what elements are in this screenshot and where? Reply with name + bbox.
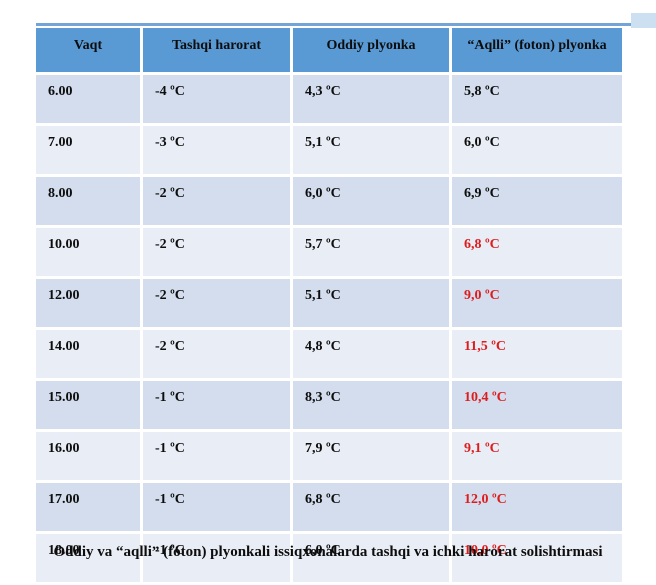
table-header-row: Vaqt Tashqi harorat Oddiy plyonka “Aqlli… <box>36 28 622 72</box>
col-header-vaqt: Vaqt <box>36 28 140 72</box>
table-row: 16.00 -1 ºC 7,9 ºC 9,1 ºC <box>36 432 622 480</box>
cell-outdoor-temp: -1 ºC <box>143 534 290 582</box>
cell-smart-film-temp: 12,0 ºC <box>452 483 622 531</box>
table-row: 14.00 -2 ºC 4,8 ºC 11,5 ºC <box>36 330 622 378</box>
table-row: 6.00 -4 ºC 4,3 ºC 5,8 ºC <box>36 75 622 123</box>
cell-outdoor-temp: -1 ºC <box>143 432 290 480</box>
cell-outdoor-temp: -2 ºC <box>143 279 290 327</box>
cell-time: 16.00 <box>36 432 140 480</box>
cell-time: 7.00 <box>36 126 140 174</box>
cell-outdoor-temp: -3 ºC <box>143 126 290 174</box>
cell-ordinary-film-temp: 5,7 ºC <box>293 228 449 276</box>
cell-time: 6.00 <box>36 75 140 123</box>
cell-smart-film-temp: 10,0 ºC <box>452 534 622 582</box>
cell-time: 10.00 <box>36 228 140 276</box>
table-row: 10.00 -2 ºC 5,7 ºC 6,8 ºC <box>36 228 622 276</box>
cell-outdoor-temp: -1 ºC <box>143 483 290 531</box>
table-row: 7.00 -3 ºC 5,1 ºC 6,0 ºC <box>36 126 622 174</box>
cell-smart-film-temp: 10,4 ºC <box>452 381 622 429</box>
cell-ordinary-film-temp: 6,0 ºC <box>293 177 449 225</box>
cell-ordinary-film-temp: 6,0 ºC <box>293 534 449 582</box>
cell-smart-film-temp: 6,9 ºC <box>452 177 622 225</box>
col-header-tashqi-harorat: Tashqi harorat <box>143 28 290 72</box>
cell-ordinary-film-temp: 8,3 ºC <box>293 381 449 429</box>
cell-outdoor-temp: -4 ºC <box>143 75 290 123</box>
cell-time: 14.00 <box>36 330 140 378</box>
cell-time: 12.00 <box>36 279 140 327</box>
col-header-aqlli-plyonka: “Aqlli” (foton) plyonka <box>452 28 622 72</box>
cell-smart-film-temp: 6,0 ºC <box>452 126 622 174</box>
table-row: 18.00 -1 ºC 6,0 ºC 10,0 ºC <box>36 534 622 582</box>
table-top-border <box>36 23 656 26</box>
cell-smart-film-temp: 5,8 ºC <box>452 75 622 123</box>
cell-time: 18.00 <box>36 534 140 582</box>
cell-ordinary-film-temp: 4,3 ºC <box>293 75 449 123</box>
cell-ordinary-film-temp: 7,9 ºC <box>293 432 449 480</box>
cell-ordinary-film-temp: 5,1 ºC <box>293 279 449 327</box>
table-caption: Oddiy va “aqlli” (foton) plyonkali issiq… <box>53 544 603 560</box>
col-header-oddiy-plyonka: Oddiy plyonka <box>293 28 449 72</box>
cell-ordinary-film-temp: 6,8 ºC <box>293 483 449 531</box>
table-row: 17.00 -1 ºC 6,8 ºC 12,0 ºC <box>36 483 622 531</box>
cell-smart-film-temp: 9,0 ºC <box>452 279 622 327</box>
cell-ordinary-film-temp: 5,1 ºC <box>293 126 449 174</box>
table-row: 12.00 -2 ºC 5,1 ºC 9,0 ºC <box>36 279 622 327</box>
cell-smart-film-temp: 6,8 ºC <box>452 228 622 276</box>
cell-smart-film-temp: 11,5 ºC <box>452 330 622 378</box>
table-row: 15.00 -1 ºC 8,3 ºC 10,4 ºC <box>36 381 622 429</box>
table-row: 8.00 -2 ºC 6,0 ºC 6,9 ºC <box>36 177 622 225</box>
cell-time: 17.00 <box>36 483 140 531</box>
cell-outdoor-temp: -1 ºC <box>143 381 290 429</box>
table-body: 6.00 -4 ºC 4,3 ºC 5,8 ºC 7.00 -3 ºC 5,1 ºC 6,0 … <box>36 75 622 585</box>
cell-smart-film-temp: 9,1 ºC <box>452 432 622 480</box>
cell-time: 15.00 <box>36 381 140 429</box>
cell-time: 8.00 <box>36 177 140 225</box>
cell-ordinary-film-temp: 4,8 ºC <box>293 330 449 378</box>
cell-outdoor-temp: -2 ºC <box>143 177 290 225</box>
cell-outdoor-temp: -2 ºC <box>143 228 290 276</box>
temperature-comparison-table: Vaqt Tashqi harorat Oddiy plyonka “Aqlli… <box>33 25 625 585</box>
cell-outdoor-temp: -2 ºC <box>143 330 290 378</box>
corner-artifact <box>631 13 656 28</box>
